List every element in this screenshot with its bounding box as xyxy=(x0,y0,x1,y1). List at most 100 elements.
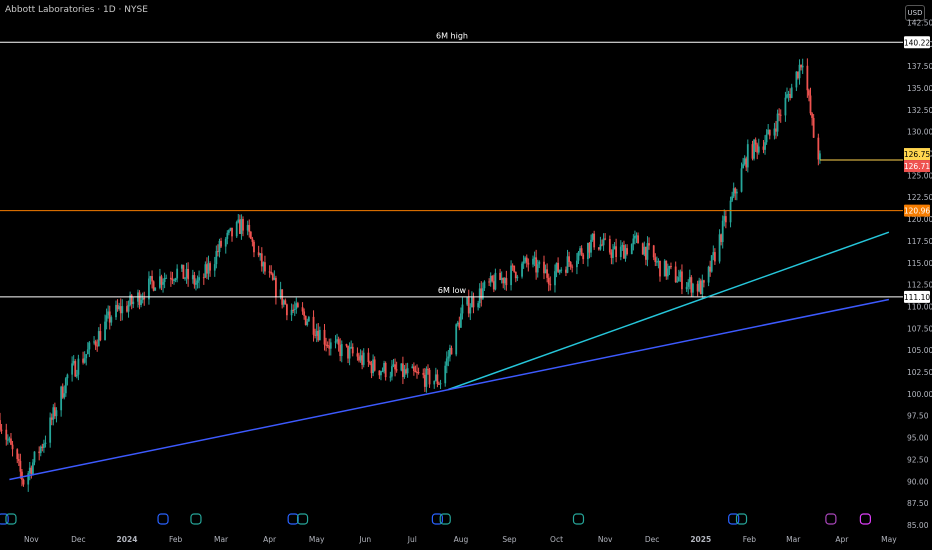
candle-body xyxy=(227,230,230,233)
candle-body xyxy=(746,144,749,168)
candle-body xyxy=(312,316,315,335)
candle-body xyxy=(472,297,475,308)
candle-body xyxy=(775,128,777,132)
candle-body xyxy=(182,264,185,279)
x-tick-label: Dec xyxy=(71,535,86,544)
candle-body xyxy=(450,347,453,355)
candle-body xyxy=(665,260,668,277)
candle-body xyxy=(565,269,567,273)
candle-body xyxy=(118,306,121,310)
candle-body xyxy=(569,261,572,267)
candle-body xyxy=(306,321,309,325)
candle-body xyxy=(184,277,186,279)
candle-body xyxy=(356,353,359,357)
candle-body xyxy=(634,235,636,239)
candle-body xyxy=(554,271,556,286)
candle-body xyxy=(582,254,585,260)
candle-body xyxy=(655,261,658,263)
candle-body xyxy=(444,365,447,384)
candle-body xyxy=(52,407,55,420)
candle-body xyxy=(743,158,746,165)
candle-body xyxy=(0,429,3,431)
candle-body xyxy=(723,216,726,221)
candle-body xyxy=(461,304,464,314)
candle-body xyxy=(502,277,505,284)
candle-body xyxy=(721,220,724,243)
candle-body xyxy=(729,200,732,223)
candle-body xyxy=(198,277,200,281)
candle-body xyxy=(329,342,332,349)
candle-body xyxy=(571,266,574,268)
candle-body xyxy=(238,219,241,234)
candle-body xyxy=(380,371,382,376)
candle-body xyxy=(323,329,326,345)
candle-body xyxy=(773,128,776,136)
candle-body xyxy=(403,369,406,377)
candle-body xyxy=(685,286,688,290)
candle-body xyxy=(436,374,439,384)
candle-body xyxy=(591,233,594,240)
candle-body xyxy=(5,429,8,440)
candle-body xyxy=(745,158,748,168)
candle-body xyxy=(38,451,41,454)
candle-body xyxy=(39,446,42,454)
candle-body xyxy=(271,273,274,280)
y-tick-label: 100.00 xyxy=(907,390,932,399)
candle-body xyxy=(185,268,188,278)
x-tick-label: 2025 xyxy=(690,535,711,544)
candle-body xyxy=(536,264,539,273)
candle-body xyxy=(790,87,793,98)
candle-body xyxy=(143,297,146,300)
y-tick-label: 120.00 xyxy=(907,215,932,224)
candle-body xyxy=(372,359,375,374)
candle-body xyxy=(207,263,210,274)
candle-body xyxy=(674,266,677,283)
candle-body xyxy=(373,359,376,371)
event-marker-icon xyxy=(190,513,202,525)
candle-body xyxy=(445,358,448,366)
candle-body xyxy=(467,297,470,314)
candle-body xyxy=(383,362,385,372)
candle-body xyxy=(259,253,262,256)
candle-body xyxy=(273,277,276,280)
candle-body xyxy=(33,451,36,463)
currency-button[interactable]: USD xyxy=(905,5,925,21)
y-tick-label: 132.50 xyxy=(907,106,932,115)
candle-body xyxy=(514,271,517,279)
candle-body xyxy=(670,266,672,268)
candle-body xyxy=(173,280,175,282)
candle-body xyxy=(798,64,801,79)
candle-body xyxy=(85,354,88,359)
candle-body xyxy=(337,339,340,345)
candle-body xyxy=(659,260,661,277)
y-tick-label: 125.00 xyxy=(907,171,932,180)
candle-body xyxy=(612,249,614,258)
x-tick-label: Feb xyxy=(169,535,183,544)
candle-body xyxy=(292,309,295,311)
candle-body xyxy=(171,279,174,281)
event-marker-icon xyxy=(287,513,299,525)
candle-body xyxy=(635,235,638,237)
candle-body xyxy=(610,252,613,258)
candle-body xyxy=(456,322,459,325)
candle-body xyxy=(345,344,348,346)
y-tick-label: 87.50 xyxy=(907,499,929,508)
candle-body xyxy=(632,238,635,245)
candle-body xyxy=(411,366,414,369)
candle-body xyxy=(469,307,472,314)
candle-body xyxy=(213,264,216,271)
candle-body xyxy=(83,358,86,363)
candle-body xyxy=(546,269,549,278)
candle-body xyxy=(764,142,766,150)
candle-body xyxy=(637,235,639,244)
candle-body xyxy=(237,219,240,223)
candle-body xyxy=(116,304,119,310)
event-marker-icon xyxy=(431,513,443,525)
level-badge xyxy=(904,290,930,303)
candle-body xyxy=(558,270,561,273)
candle-body xyxy=(151,276,153,282)
candle-body xyxy=(480,288,483,299)
candle-body xyxy=(126,306,128,312)
candle-body xyxy=(544,269,547,274)
